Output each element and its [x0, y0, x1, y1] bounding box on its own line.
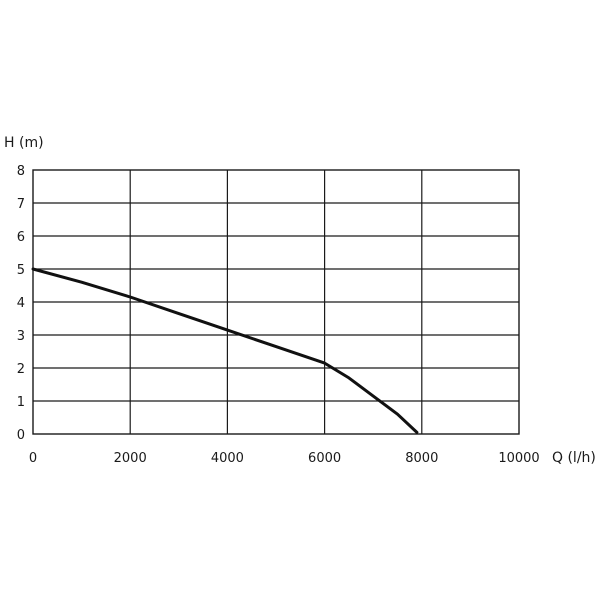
x-axis-title: Q (l/h) [552, 450, 596, 466]
x-tick-label: 2000 [114, 451, 147, 466]
series-layer [31, 267, 419, 434]
y-axis-ticks: 0 1 2 3 4 5 6 7 8 [17, 164, 25, 443]
grid [33, 170, 519, 434]
x-tick-label: 6000 [308, 451, 341, 466]
y-tick-label: 3 [17, 329, 25, 344]
y-tick-label: 1 [17, 395, 25, 410]
x-tick-label: 4000 [211, 451, 244, 466]
y-tick-label: 5 [17, 263, 25, 278]
y-tick-label: 7 [17, 197, 25, 212]
x-tick-label: 0 [29, 451, 37, 466]
y-tick-label: 0 [17, 428, 25, 443]
x-tick-label: 10000 [498, 451, 539, 466]
x-axis-ticks: 0 2000 4000 6000 8000 10000 [29, 451, 540, 466]
y-axis-title: H (m) [4, 135, 44, 151]
series-line-0 [31, 267, 419, 434]
y-tick-label: 6 [17, 230, 25, 245]
y-tick-label: 4 [17, 296, 25, 311]
y-tick-label: 2 [17, 362, 25, 377]
plot-frame [32, 169, 520, 435]
x-tick-label: 8000 [405, 451, 438, 466]
y-tick-label: 8 [17, 164, 25, 179]
